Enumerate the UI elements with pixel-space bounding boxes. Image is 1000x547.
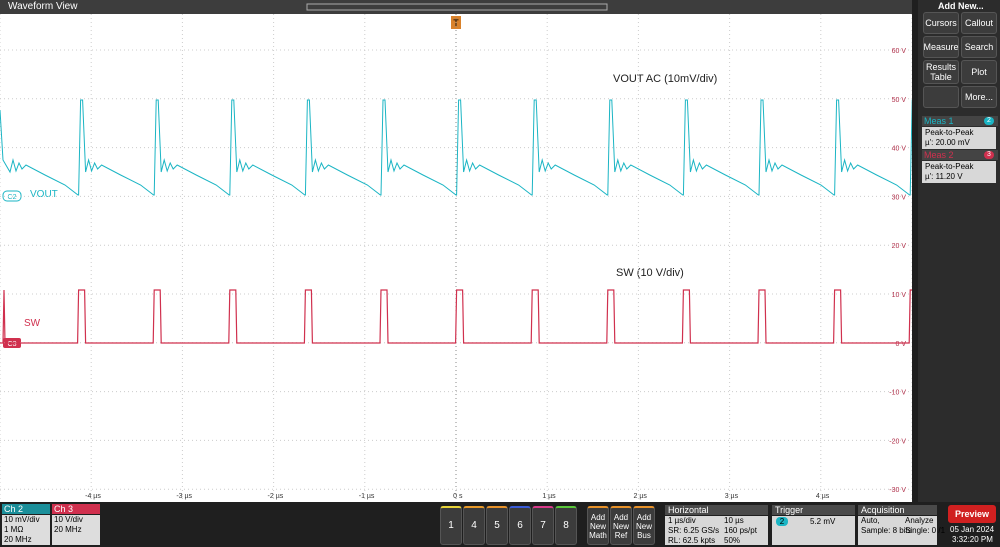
side-button[interactable]: Plot — [961, 60, 997, 84]
trigger-title: Trigger — [772, 505, 855, 515]
c3-name: SW — [24, 318, 41, 329]
window-title: Waveform View — [8, 1, 78, 12]
y-axis-label: 30 V — [892, 194, 907, 201]
c2-badge: C2 — [8, 194, 17, 201]
x-axis-label: 2 µs — [634, 493, 648, 500]
x-axis-label: 3 µs — [725, 493, 739, 500]
y-axis-label: 50 V — [892, 97, 907, 104]
y-axis-label: 10 V — [892, 292, 907, 299]
annotation: VOUT AC (10mV/div) — [613, 73, 717, 85]
ch3-body — [52, 515, 100, 545]
meas-type: Peak-to-Peak — [925, 162, 974, 171]
ch3-setting: 10 V/div — [54, 515, 83, 524]
horizontal-value: 10 µs — [724, 516, 744, 525]
y-axis-label: -10 V — [889, 390, 906, 397]
add-widget-icon[interactable] — [923, 86, 959, 108]
side-button[interactable]: Measure — [923, 36, 959, 58]
horizontal-body — [665, 516, 768, 545]
meas-badge: 2 — [984, 117, 994, 125]
ch3-title: Ch 3 — [52, 504, 100, 514]
c2-name: VOUT — [30, 189, 58, 200]
horizontal-value: 1 µs/div — [668, 516, 696, 525]
horizontal-value: RL: 62.5 kpts — [668, 536, 716, 545]
side-button[interactable]: Results Table — [923, 60, 959, 84]
channel-button[interactable]: 1 — [440, 506, 462, 545]
y-axis-label: 20 V — [892, 243, 907, 250]
x-axis-label: -1 µs — [359, 493, 375, 500]
annotation: SW (10 V/div) — [616, 267, 684, 279]
y-axis-label: 40 V — [892, 146, 907, 153]
channel-button[interactable]: 8 — [555, 506, 577, 545]
ch2-setting: 10 mV/div — [4, 515, 40, 524]
acquisition-title: Acquisition — [858, 505, 937, 515]
side-title: Add New... — [938, 1, 984, 11]
time: 3:32:20 PM — [952, 535, 993, 544]
trigger-level: 5.2 mV — [810, 517, 836, 526]
y-axis-label: 0 V — [895, 341, 906, 348]
waveform-view: T VOUT AC (10mV/div) SW (10 V/div) C2 VO… — [0, 3, 912, 502]
add-button[interactable]: Add New Math — [587, 506, 609, 545]
acquisition-value: Auto, — [861, 516, 880, 525]
trigger-source: 2 — [776, 517, 788, 526]
add-button[interactable]: Add New Bus — [633, 506, 655, 545]
y-axis-label: -20 V — [889, 438, 906, 445]
channel-button[interactable]: 4 — [463, 506, 485, 545]
meas-body — [922, 161, 996, 183]
channel-button[interactable]: 7 — [532, 506, 554, 545]
preview-button[interactable]: Preview — [948, 505, 996, 523]
meas-value: µ': 20.00 mV — [925, 138, 970, 147]
horizontal-value: 50% — [724, 536, 741, 545]
meas-header: Meas 1 — [922, 116, 998, 126]
side-button[interactable]: More... — [961, 86, 997, 108]
acquisition-value: Single: 0 /1 — [905, 526, 946, 535]
y-axis-label: -30 V — [889, 487, 906, 494]
acquisition-value: Sample: 8 bits — [861, 526, 912, 535]
c3-badge: C3 — [8, 341, 17, 348]
side-button[interactable]: Callout — [961, 12, 997, 34]
acquisition-body — [858, 516, 937, 545]
ch3-setting: 20 MHz — [54, 525, 82, 534]
meas-header: Meas 2 — [922, 150, 998, 160]
meas-type: Peak-to-Peak — [925, 128, 974, 137]
horizontal-title: Horizontal — [665, 505, 768, 515]
ch2-body — [2, 515, 50, 545]
side-button[interactable]: Search — [961, 36, 997, 58]
sw-waveform — [0, 289, 912, 344]
x-axis-label: -4 µs — [85, 493, 101, 500]
x-axis-label: -2 µs — [268, 493, 284, 500]
meas-badge: 3 — [984, 151, 994, 159]
channel-button[interactable]: 6 — [509, 506, 531, 545]
x-axis-label: 4 µs — [816, 493, 830, 500]
date: 05 Jan 2024 — [950, 525, 995, 534]
meas-value: µ': 11.20 V — [925, 172, 963, 181]
horizontal-value: 160 ps/pt — [724, 526, 757, 535]
y-axis-label: 60 V — [892, 48, 907, 55]
side-button[interactable]: Cursors — [923, 12, 959, 34]
x-axis-label: 1 µs — [542, 493, 556, 500]
x-axis-label: -3 µs — [176, 493, 192, 500]
ch2-setting: 1 MΩ — [4, 525, 24, 534]
horizontal-value: SR: 6.25 GS/s — [668, 526, 720, 535]
ch2-title: Ch 2 — [2, 504, 50, 514]
title-bar — [0, 0, 912, 14]
vout-waveform — [0, 99, 912, 196]
add-button[interactable]: Add New Ref — [610, 506, 632, 545]
ch2-setting: 20 MHz — [4, 535, 32, 544]
channel-button[interactable]: 5 — [486, 506, 508, 545]
record-indicator — [306, 3, 608, 11]
x-axis-label: 0 s — [453, 493, 463, 500]
meas-body — [922, 127, 996, 149]
acquisition-value: Analyze — [905, 516, 934, 525]
